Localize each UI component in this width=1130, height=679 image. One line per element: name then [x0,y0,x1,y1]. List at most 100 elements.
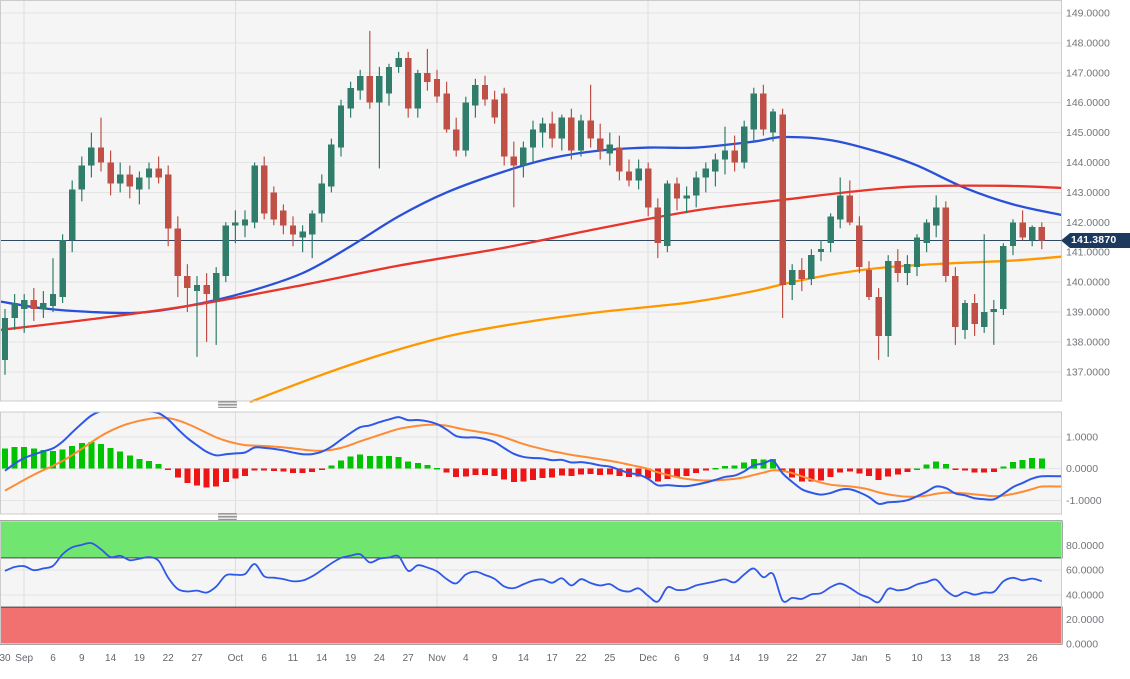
macd-histogram-bar [405,461,412,469]
macd-histogram-bar [1010,461,1016,469]
candle [625,159,633,187]
macd-histogram-bar [856,468,863,474]
candle [357,69,364,100]
macd-histogram-bar [117,451,124,469]
candle-body [481,84,489,100]
main-panel-background [0,0,1062,402]
x-axis-label: 14 [105,653,117,664]
y-axis-label: 142.0000 [1066,217,1110,229]
macd-histogram-bar [741,462,748,469]
macd-histogram-bar [194,468,200,486]
candle-body [693,177,700,196]
x-axis-label: 14 [729,653,741,664]
x-axis-label: 23 [998,653,1010,664]
candle-body [568,117,575,151]
candle [174,216,181,298]
macd-histogram-bar [290,468,296,473]
macd-histogram-bar [30,448,37,469]
candle-body [318,183,325,214]
current-price-value: 141.3870 [1071,234,1117,246]
candle [904,255,911,286]
x-axis-label: 9 [492,653,498,664]
candle [414,69,421,118]
macd-histogram-bar [1000,466,1007,469]
candle [635,159,642,190]
candle-body [11,303,18,318]
macd-histogram-bar [568,468,575,477]
macd-histogram-bar [990,468,997,472]
macd-histogram-bar [578,468,584,475]
candle-body [837,195,844,220]
candle-body [251,165,258,223]
candle [616,135,623,181]
candle-body [165,174,172,229]
candle-body [597,138,604,151]
candle [107,150,114,196]
y-axis-label: 145.0000 [1066,127,1110,139]
candle-body [539,123,546,133]
candle-body [625,171,633,181]
rsi-line [4,542,1043,604]
x-axis-label: Oct [228,653,244,664]
macd-histogram-bar [539,468,546,478]
candle [184,264,191,312]
candle-body [971,303,978,324]
candle [885,255,892,357]
candle [510,141,517,208]
x-axis-label: 19 [345,653,357,664]
macd-histogram-bar [203,468,210,488]
candle [453,117,460,157]
rsi-axis-label: 0.0000 [1066,639,1098,651]
candle-body [529,129,537,148]
candle [433,69,441,103]
macd-histogram-bar [69,445,76,469]
candle [779,108,786,318]
x-axis-label: 30 [0,653,11,664]
candle [597,123,604,160]
candle [981,234,988,333]
macd-histogram-bar [712,468,719,470]
candle [395,51,402,73]
macd-histogram-bar [914,468,920,470]
candle-body [645,168,652,208]
panel-splitter-grip[interactable] [218,401,237,408]
candle [721,126,729,175]
macd-histogram-bar [702,468,709,471]
candle [251,162,258,229]
candle [894,249,901,283]
candle [78,156,85,202]
panel-splitter-grip[interactable] [218,513,237,520]
macd-histogram-bar [894,468,901,475]
candle-body [904,264,911,274]
macd-histogram-bar [386,456,392,469]
macd-histogram-bar [2,448,8,469]
macd-histogram-bar [597,468,604,475]
candle [731,135,738,172]
macd-histogram-bar [770,459,776,469]
candle [1029,225,1036,247]
macd-histogram-bar [875,468,882,481]
candle-body [817,249,825,253]
x-axis-label: 19 [134,653,146,664]
candle [654,198,661,259]
candle-body [1019,222,1026,238]
candle [837,177,844,229]
candle [40,291,47,318]
macd-histogram-bar [472,468,479,475]
candle [520,141,527,178]
candle [587,84,594,148]
candle-body [88,147,95,166]
candle-body [856,225,863,268]
candle-body [952,276,959,327]
macd-panel-border [0,411,1062,515]
macd-histogram-bar [683,468,690,476]
y-axis-label: 137.0000 [1066,366,1110,378]
candle [280,204,287,235]
macd-histogram-bar [280,468,287,472]
candle [952,267,959,345]
candle [241,210,249,238]
candle [769,108,777,142]
candle-body [376,75,383,103]
candle [309,210,316,259]
